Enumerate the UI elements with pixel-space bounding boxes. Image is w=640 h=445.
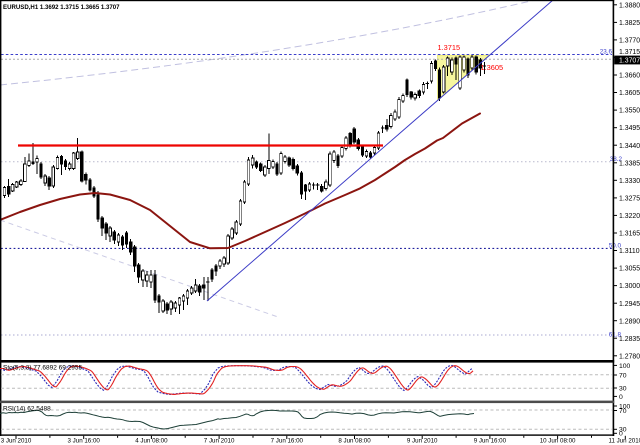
svg-text:4 Jun 08:00: 4 Jun 08:00: [135, 438, 168, 445]
svg-text:3 Jun 2010: 3 Jun 2010: [1, 438, 32, 445]
svg-text:0: 0: [619, 431, 623, 438]
svg-text:100: 100: [619, 363, 631, 370]
svg-text:1.3715: 1.3715: [438, 43, 461, 52]
svg-text:0: 0: [619, 394, 623, 401]
svg-text:1.3550: 1.3550: [619, 108, 640, 115]
svg-text:7 Jun 16:00: 7 Jun 16:00: [271, 438, 304, 445]
svg-text:1.3055: 1.3055: [619, 266, 640, 273]
svg-text:RSI(14) 62.5488: RSI(14) 62.5488: [3, 406, 51, 413]
svg-text:1.3880: 1.3880: [619, 2, 640, 9]
svg-text:1.3660: 1.3660: [619, 73, 640, 80]
svg-text:1.2780: 1.2780: [619, 353, 640, 360]
svg-text:1.3770: 1.3770: [619, 38, 640, 45]
svg-text:7 Jun 2010: 7 Jun 2010: [204, 438, 235, 445]
svg-text:9 Jun 2010: 9 Jun 2010: [407, 438, 438, 445]
svg-text:EURUSD,H1 1.3692 1.3715 1.3665: EURUSD,H1 1.3692 1.3715 1.3665 1.3707: [3, 4, 120, 11]
svg-text:50.0: 50.0: [609, 242, 622, 249]
svg-text:10 Jun 08:00: 10 Jun 08:00: [540, 438, 576, 445]
svg-text:11 Jun 2010: 11 Jun 2010: [608, 438, 640, 445]
svg-text:30: 30: [619, 427, 627, 434]
svg-text:1.2890: 1.2890: [619, 318, 640, 325]
svg-text:23.6: 23.6: [600, 49, 613, 56]
svg-text:1.3440: 1.3440: [619, 143, 640, 150]
svg-text:Sto(5,3,3) 77.6892 69.2955: Sto(5,3,3) 77.6892 69.2955: [3, 365, 83, 372]
svg-text:100: 100: [619, 403, 631, 410]
svg-text:70: 70: [619, 408, 627, 415]
svg-text:1.3715: 1.3715: [619, 49, 640, 56]
svg-text:61.8: 61.8: [609, 332, 622, 339]
svg-text:1.3220: 1.3220: [619, 213, 640, 220]
svg-text:1.3330: 1.3330: [619, 178, 640, 185]
svg-text:1.3707: 1.3707: [619, 58, 640, 65]
svg-text:1.3495: 1.3495: [619, 125, 640, 132]
svg-text:1.3000: 1.3000: [619, 283, 640, 290]
svg-text:1.3275: 1.3275: [619, 196, 640, 203]
svg-text:1.3605: 1.3605: [619, 90, 640, 97]
svg-text:9 Jun 16:00: 9 Jun 16:00: [474, 438, 507, 445]
svg-text:70: 70: [619, 372, 627, 379]
svg-text:1.3165: 1.3165: [619, 231, 640, 238]
svg-text:1.3825: 1.3825: [619, 20, 640, 27]
svg-text:30: 30: [619, 385, 627, 392]
svg-text:3 Jun 16:00: 3 Jun 16:00: [68, 438, 101, 445]
svg-text:1.3110: 1.3110: [619, 248, 640, 255]
svg-text:1.3605: 1.3605: [481, 63, 504, 72]
svg-text:8 Jun 08:00: 8 Jun 08:00: [338, 438, 371, 445]
svg-text:38.2: 38.2: [610, 156, 623, 163]
svg-text:1.2835: 1.2835: [619, 336, 640, 343]
svg-text:1.2945: 1.2945: [619, 301, 640, 308]
svg-text:1.3385: 1.3385: [619, 160, 640, 167]
